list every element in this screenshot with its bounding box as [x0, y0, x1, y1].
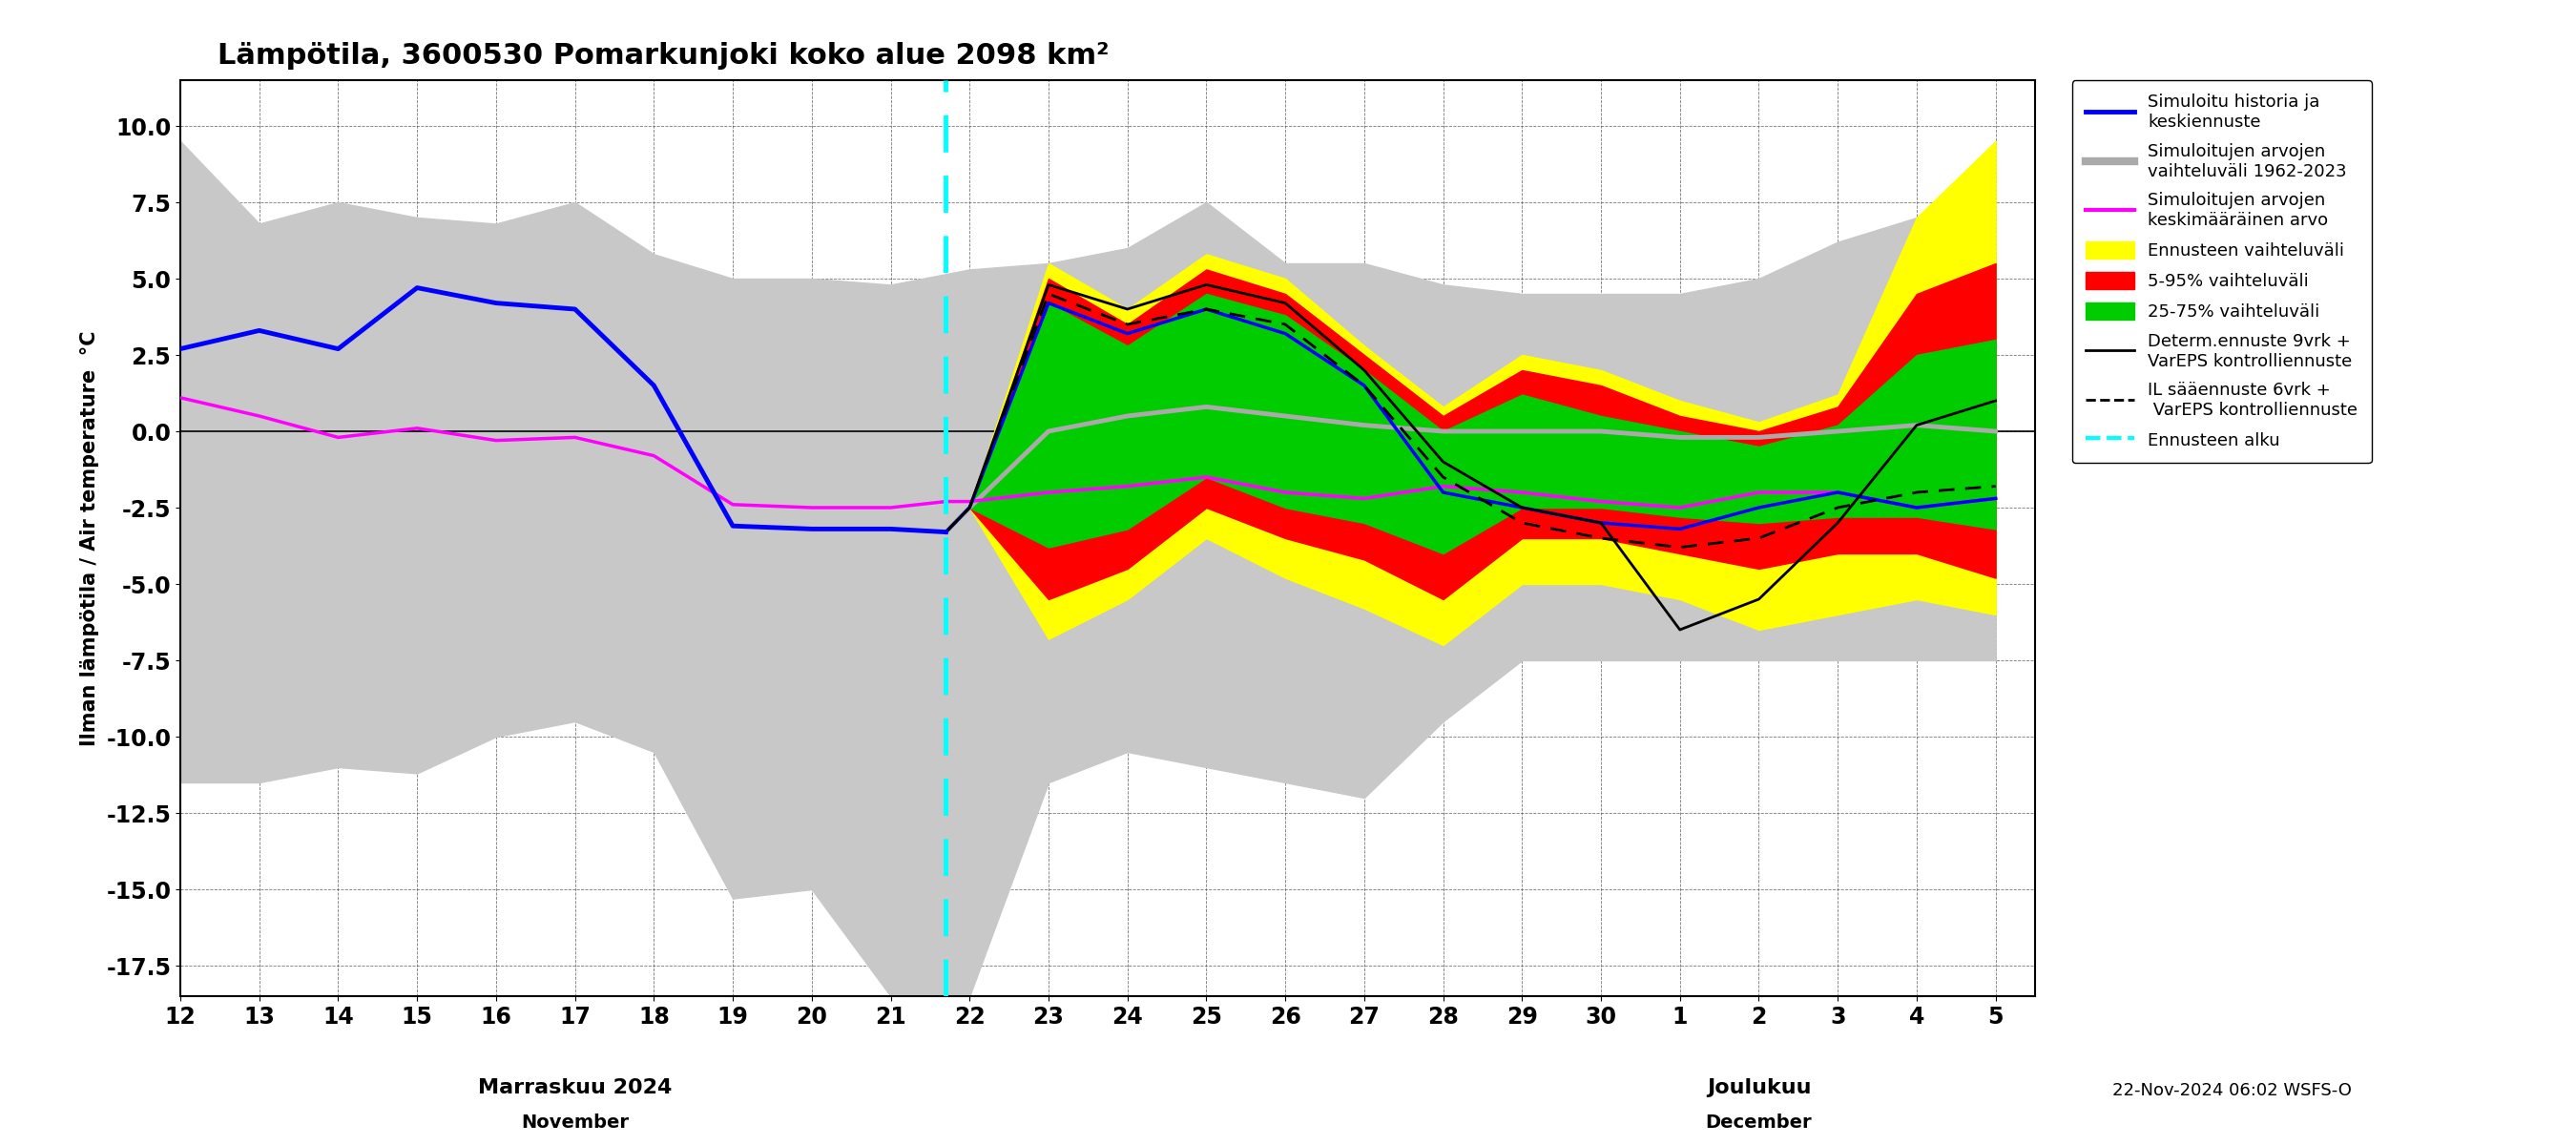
- Text: December: December: [1705, 1113, 1811, 1131]
- Text: November: November: [520, 1113, 629, 1131]
- Text: 22-Nov-2024 06:02 WSFS-O: 22-Nov-2024 06:02 WSFS-O: [2112, 1082, 2352, 1099]
- Text: Marraskuu 2024: Marraskuu 2024: [479, 1079, 672, 1097]
- Text: Lämpötila, 3600530 Pomarkunjoki koko alue 2098 km²: Lämpötila, 3600530 Pomarkunjoki koko alu…: [216, 42, 1110, 70]
- Legend: Simuloitu historia ja
keskiennuste, Simuloitujen arvojen
vaihteluväli 1962-2023,: Simuloitu historia ja keskiennuste, Simu…: [2071, 80, 2372, 463]
- Text: Joulukuu: Joulukuu: [1705, 1079, 1811, 1097]
- Y-axis label: Ilman lämpötila / Air temperature  °C: Ilman lämpötila / Air temperature °C: [80, 331, 100, 745]
